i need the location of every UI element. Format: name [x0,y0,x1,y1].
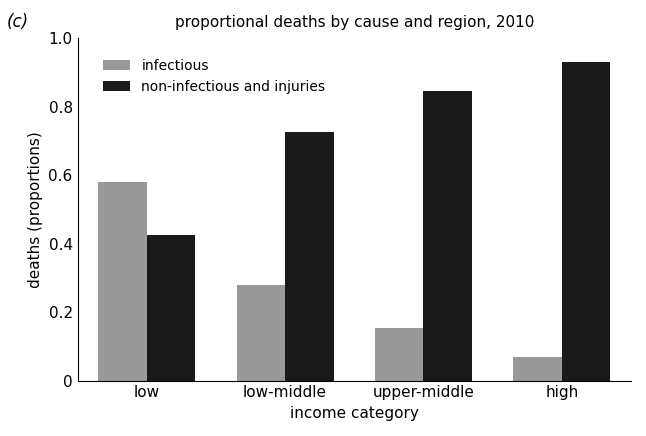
X-axis label: income category: income category [290,406,419,421]
Y-axis label: deaths (proportions): deaths (proportions) [28,131,43,288]
Bar [514,357,562,381]
Title: proportional deaths by cause and region, 2010: proportional deaths by cause and region,… [174,15,534,30]
Bar [147,235,195,381]
Legend: infectious, non-infectious and injuries: infectious, non-infectious and injuries [96,52,333,101]
Bar [98,182,147,381]
Text: (c): (c) [6,13,28,31]
Bar [375,327,424,381]
Bar [236,285,285,381]
Bar [285,132,333,381]
Bar [424,91,472,381]
Bar [562,62,610,381]
